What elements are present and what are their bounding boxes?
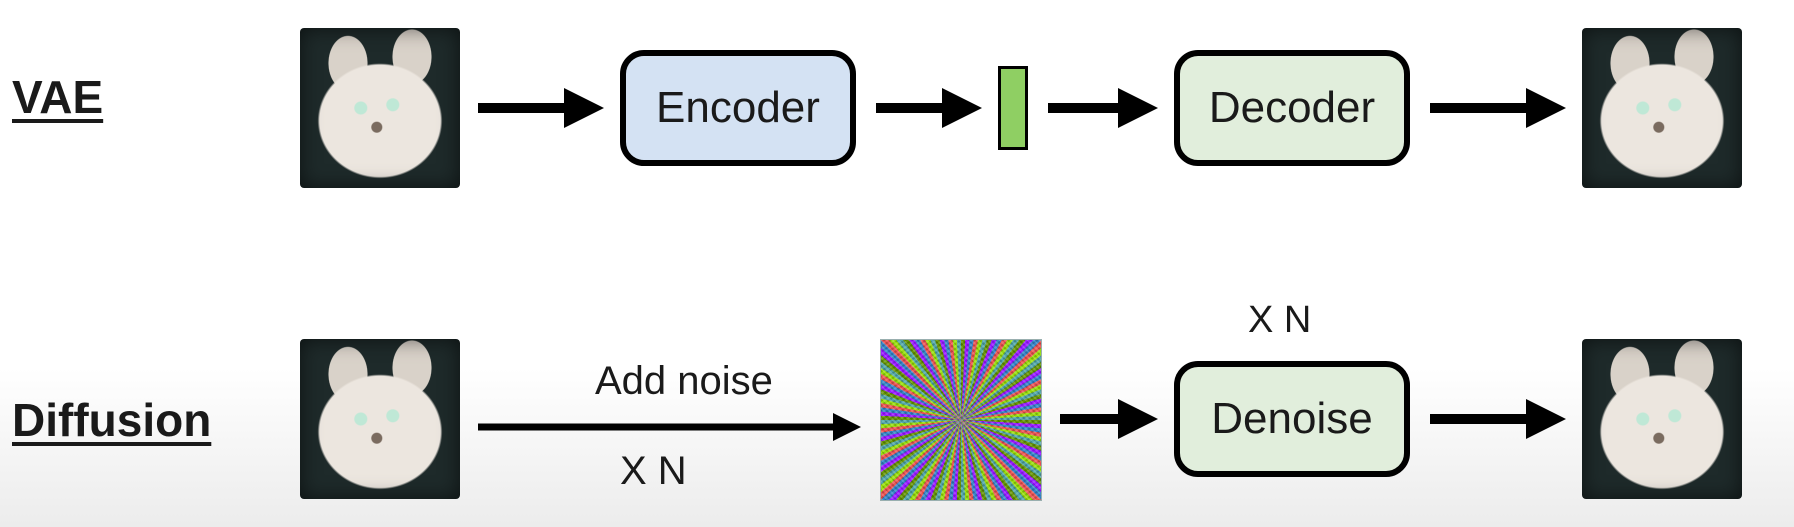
diffusion-arrow-addnoise xyxy=(458,397,874,457)
encoder-label: Encoder xyxy=(656,83,820,133)
diffusion-arrow-2 xyxy=(1040,389,1168,449)
diffusion-row: Diffusion Add noise X N X N Denoise xyxy=(0,263,1794,527)
vae-output-image xyxy=(1582,28,1742,188)
latent-vector xyxy=(998,66,1028,150)
diffusion-input-image xyxy=(300,339,460,499)
vae-arrow-2 xyxy=(856,78,992,138)
denoise-label: Denoise xyxy=(1211,394,1372,444)
vae-input-image xyxy=(300,28,460,188)
denoise-box: Denoise xyxy=(1174,361,1410,477)
diffusion-label: Diffusion xyxy=(12,393,211,447)
add-noise-xn-label: X N xyxy=(620,449,687,494)
diffusion-output-image xyxy=(1582,339,1742,499)
vae-row: VAE Encoder Decoder xyxy=(0,0,1794,263)
encoder-box: Encoder xyxy=(620,50,856,166)
vae-arrow-3 xyxy=(1028,78,1168,138)
decoder-box: Decoder xyxy=(1174,50,1410,166)
diffusion-arrow-3 xyxy=(1410,389,1576,449)
noise-image xyxy=(880,339,1042,501)
vae-arrow-4 xyxy=(1410,78,1576,138)
decoder-label: Decoder xyxy=(1209,83,1375,133)
vae-arrow-1 xyxy=(458,78,614,138)
denoise-xn-label: X N xyxy=(1248,299,1311,342)
vae-label: VAE xyxy=(12,70,103,124)
